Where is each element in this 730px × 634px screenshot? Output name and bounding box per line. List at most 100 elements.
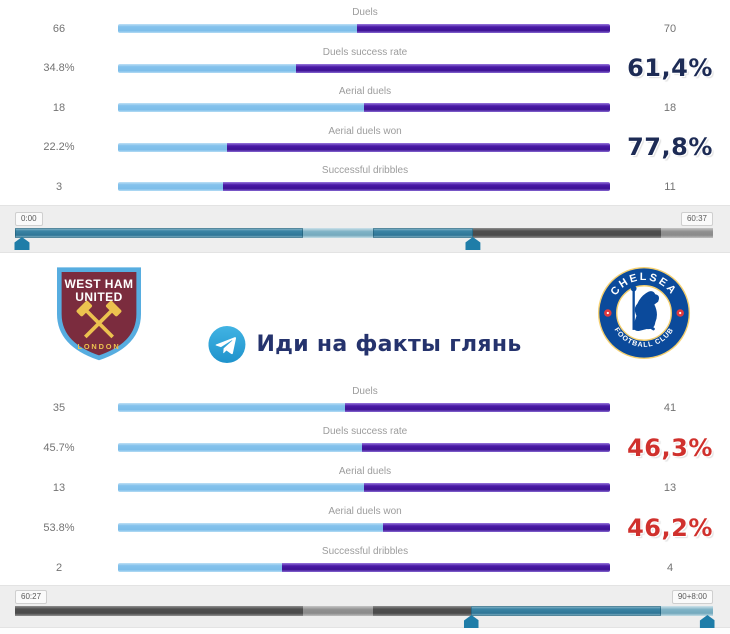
home-value: 22.2% (43, 141, 75, 154)
timeline-first-period: 0:00 60:37 (0, 205, 730, 253)
away-bar-segment (364, 103, 610, 113)
away-bar-segment (281, 563, 610, 572)
stat-label: Aerial duels (338, 466, 392, 477)
wh-name-line2: UNITED (75, 290, 122, 304)
chelsea-logo: CHELSEA FOOTBALL CLUB (597, 266, 691, 360)
stat-bar (118, 24, 610, 33)
home-value: 3 (55, 180, 63, 193)
timeline-track[interactable] (14, 228, 713, 250)
stat-row: Successful dribbles 2 4 (0, 545, 730, 585)
away-value: 4 (666, 561, 674, 574)
teams-section: WEST HAM UNITED LONDON CHELSEA (0, 253, 730, 375)
away-value: 18 (663, 101, 677, 114)
timeline-marker[interactable] (465, 237, 481, 250)
timeline-segment-gray (373, 606, 472, 616)
away-bar-segment (344, 403, 610, 412)
stat-label: Duels (352, 7, 378, 18)
home-bar-segment (118, 103, 364, 113)
stat-bar (118, 63, 610, 73)
timeline-second-period: 60:27 90+8:00 (0, 585, 730, 628)
stats-panel-second-period: Duels 35 41 Duels success rate 45.7% 46,… (0, 375, 730, 585)
timeline-segment-teal (471, 606, 661, 616)
home-value: 45.7% (43, 441, 75, 454)
timeline-segment-gray_light (303, 606, 374, 616)
stat-label: Aerial duels (338, 86, 392, 98)
home-value: 35 (52, 401, 66, 414)
stat-bar (118, 563, 610, 572)
timeline-end-label: 90+8:00 (671, 590, 713, 604)
home-bar-segment (118, 523, 383, 532)
stat-bar (118, 142, 610, 152)
stat-bar (118, 182, 610, 192)
away-value: 11 (664, 180, 676, 193)
stat-row: Duels 35 41 (0, 385, 730, 425)
away-bar-segment (295, 63, 610, 73)
west-ham-logo: WEST HAM UNITED LONDON (57, 267, 141, 361)
home-value: 66 (52, 22, 66, 35)
home-value: 13 (52, 481, 66, 494)
stat-label: Aerial duels won (328, 125, 402, 137)
stat-bar (118, 483, 610, 492)
stat-label: Successful dribbles (321, 546, 409, 557)
timeline-marker[interactable] (699, 615, 715, 628)
stat-row: Duels success rate 34.8% 61,4% (0, 46, 730, 86)
away-bar-segment (364, 483, 610, 492)
stat-row: Aerial duels 18 18 (0, 85, 730, 125)
timeline-marker[interactable] (463, 615, 479, 628)
telegram-icon (208, 326, 246, 363)
home-value: 2 (55, 561, 63, 574)
cfc-lion-icon (630, 285, 660, 331)
home-bar-segment (118, 403, 345, 412)
watermark: Иди на факты глянь (208, 326, 521, 363)
timeline-start-label: 60:27 (15, 590, 48, 604)
cfc-rose-icon (604, 309, 684, 317)
stat-row: Duels 66 70 (0, 6, 730, 46)
stat-row: Successful dribbles 3 11 (0, 164, 730, 204)
timeline-segment-gray (15, 606, 304, 616)
home-bar-segment (118, 182, 224, 192)
home-value: 53.8% (43, 521, 75, 534)
home-bar-segment (118, 142, 228, 152)
stat-label: Successful dribbles (321, 165, 409, 177)
stat-row: Aerial duels won 22.2% 77,8% (0, 125, 730, 165)
home-bar-segment (118, 563, 282, 572)
away-bar-segment (362, 443, 610, 452)
away-value: 13 (663, 481, 677, 494)
stat-label: Duels success rate (322, 46, 408, 58)
away-bar-segment (356, 24, 610, 33)
timeline-track[interactable] (15, 606, 715, 628)
stat-bar (118, 403, 610, 412)
timeline-segment-gray (472, 228, 661, 238)
stat-bar (118, 103, 610, 113)
stat-label: Aerial duels won (328, 506, 402, 517)
away-bar-segment (227, 142, 610, 152)
away-bar-segment (382, 523, 610, 532)
timeline-segment-gray_light (660, 228, 713, 238)
footer-strip (0, 628, 730, 634)
home-bar-segment (118, 483, 364, 492)
home-bar-segment (118, 24, 357, 33)
timeline-segment-teal (373, 228, 473, 238)
away-value: 46,2% (627, 513, 713, 542)
away-value: 61,4% (627, 54, 713, 83)
stat-row: Aerial duels won 53.8% 46,2% (0, 505, 730, 545)
stat-bar (118, 523, 610, 532)
timeline-start-label: 0:00 (15, 212, 43, 226)
stat-row: Aerial duels 13 13 (0, 465, 730, 505)
crossed-hammers-icon (76, 300, 122, 339)
away-value: 46,3% (627, 433, 713, 462)
timeline-segment-teal_light (660, 606, 713, 616)
away-bar-segment (223, 182, 610, 192)
watermark-text: Иди на факты глянь (256, 332, 522, 357)
away-value: 77,8% (627, 133, 713, 162)
wh-name-line1: WEST HAM (64, 277, 133, 291)
stat-bar (118, 443, 610, 452)
timeline-marker[interactable] (14, 237, 30, 250)
timeline-segment-teal (15, 228, 304, 238)
stat-row: Duels success rate 45.7% 46,3% (0, 425, 730, 465)
home-bar-segment (118, 443, 363, 452)
away-value: 41 (663, 401, 677, 414)
home-bar-segment (118, 63, 296, 73)
timeline-end-label: 60:37 (680, 212, 713, 226)
